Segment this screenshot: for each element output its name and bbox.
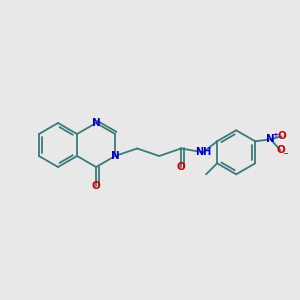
Text: +: +	[273, 132, 278, 138]
Text: N: N	[92, 118, 100, 128]
Text: O: O	[177, 162, 185, 172]
Text: O: O	[276, 145, 285, 155]
Text: −: −	[283, 151, 288, 157]
Text: N: N	[266, 134, 275, 144]
Text: O: O	[277, 131, 286, 141]
Text: O: O	[92, 181, 100, 191]
Text: NH: NH	[195, 147, 211, 157]
Text: N: N	[111, 151, 119, 161]
